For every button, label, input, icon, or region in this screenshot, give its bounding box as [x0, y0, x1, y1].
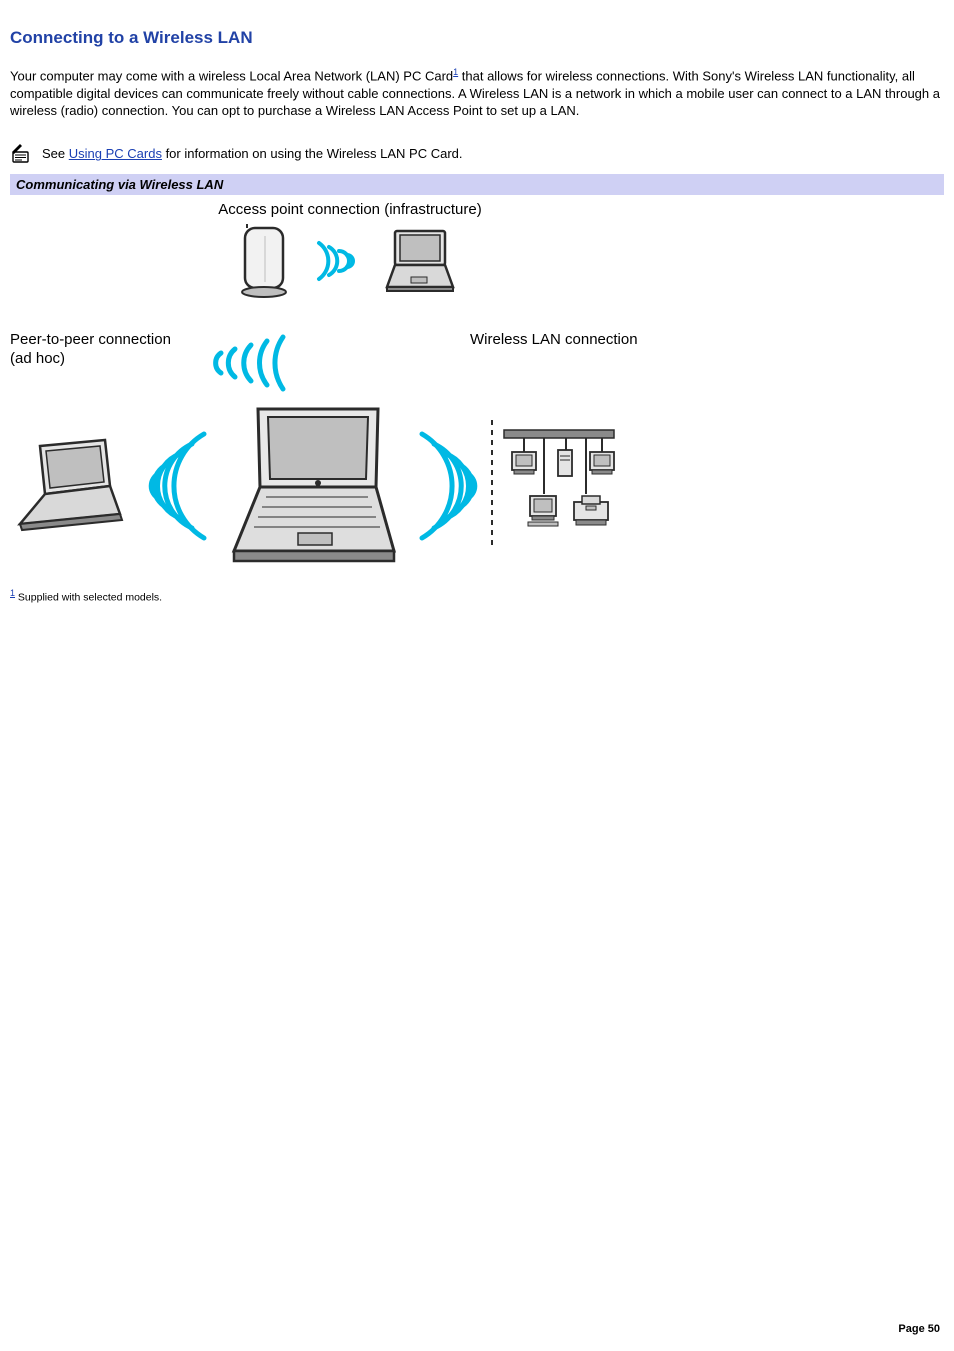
intro-paragraph: Your computer may come with a wireless L…: [10, 66, 944, 120]
figure-left-label: Peer-to-peer connection (ad hoc): [10, 331, 180, 369]
note-post: for information on using the Wireless LA…: [162, 146, 463, 161]
note-row: See Using PC Cards for information on us…: [10, 144, 944, 164]
note-pre: See: [42, 146, 69, 161]
page-number: Page 50: [898, 1323, 940, 1335]
figure-left-label-1: Peer-to-peer connection: [10, 331, 171, 348]
wave-icon: [313, 235, 357, 290]
access-point-icon: [235, 222, 295, 303]
figure-caption-bar: Communicating via Wireless LAN: [10, 174, 944, 195]
intro-pre: Your computer may come with a wireless L…: [10, 68, 453, 83]
footnote-text: Supplied with selected models.: [15, 591, 162, 603]
figure-top-row: [10, 222, 690, 303]
wave-icon: [414, 426, 480, 549]
page-root: Connecting to a Wireless LAN Your comput…: [0, 0, 954, 1351]
figure-area: Access point connection (infrastructure): [10, 201, 690, 574]
wave-center-left-icon: [180, 331, 300, 395]
figure-bottom-row: [10, 401, 690, 574]
using-pc-cards-link[interactable]: Using PC Cards: [69, 146, 162, 161]
wired-lan-icon: [490, 416, 630, 559]
laptop-icon: [10, 436, 140, 539]
footnote: 1 Supplied with selected models.: [10, 588, 944, 604]
laptop-large-icon: [218, 401, 408, 574]
laptop-icon: [375, 227, 465, 298]
pencil-note-icon: [10, 144, 32, 164]
figure-right-label: Wireless LAN connection: [470, 331, 638, 348]
figure-top-label: Access point connection (infrastructure): [10, 201, 690, 218]
wave-icon: [146, 426, 212, 549]
figure-mid-row: Peer-to-peer connection (ad hoc) Wireles…: [10, 331, 690, 395]
figure-left-label-2: (ad hoc): [10, 350, 65, 367]
page-heading: Connecting to a Wireless LAN: [10, 28, 944, 48]
note-text: See Using PC Cards for information on us…: [42, 146, 463, 161]
